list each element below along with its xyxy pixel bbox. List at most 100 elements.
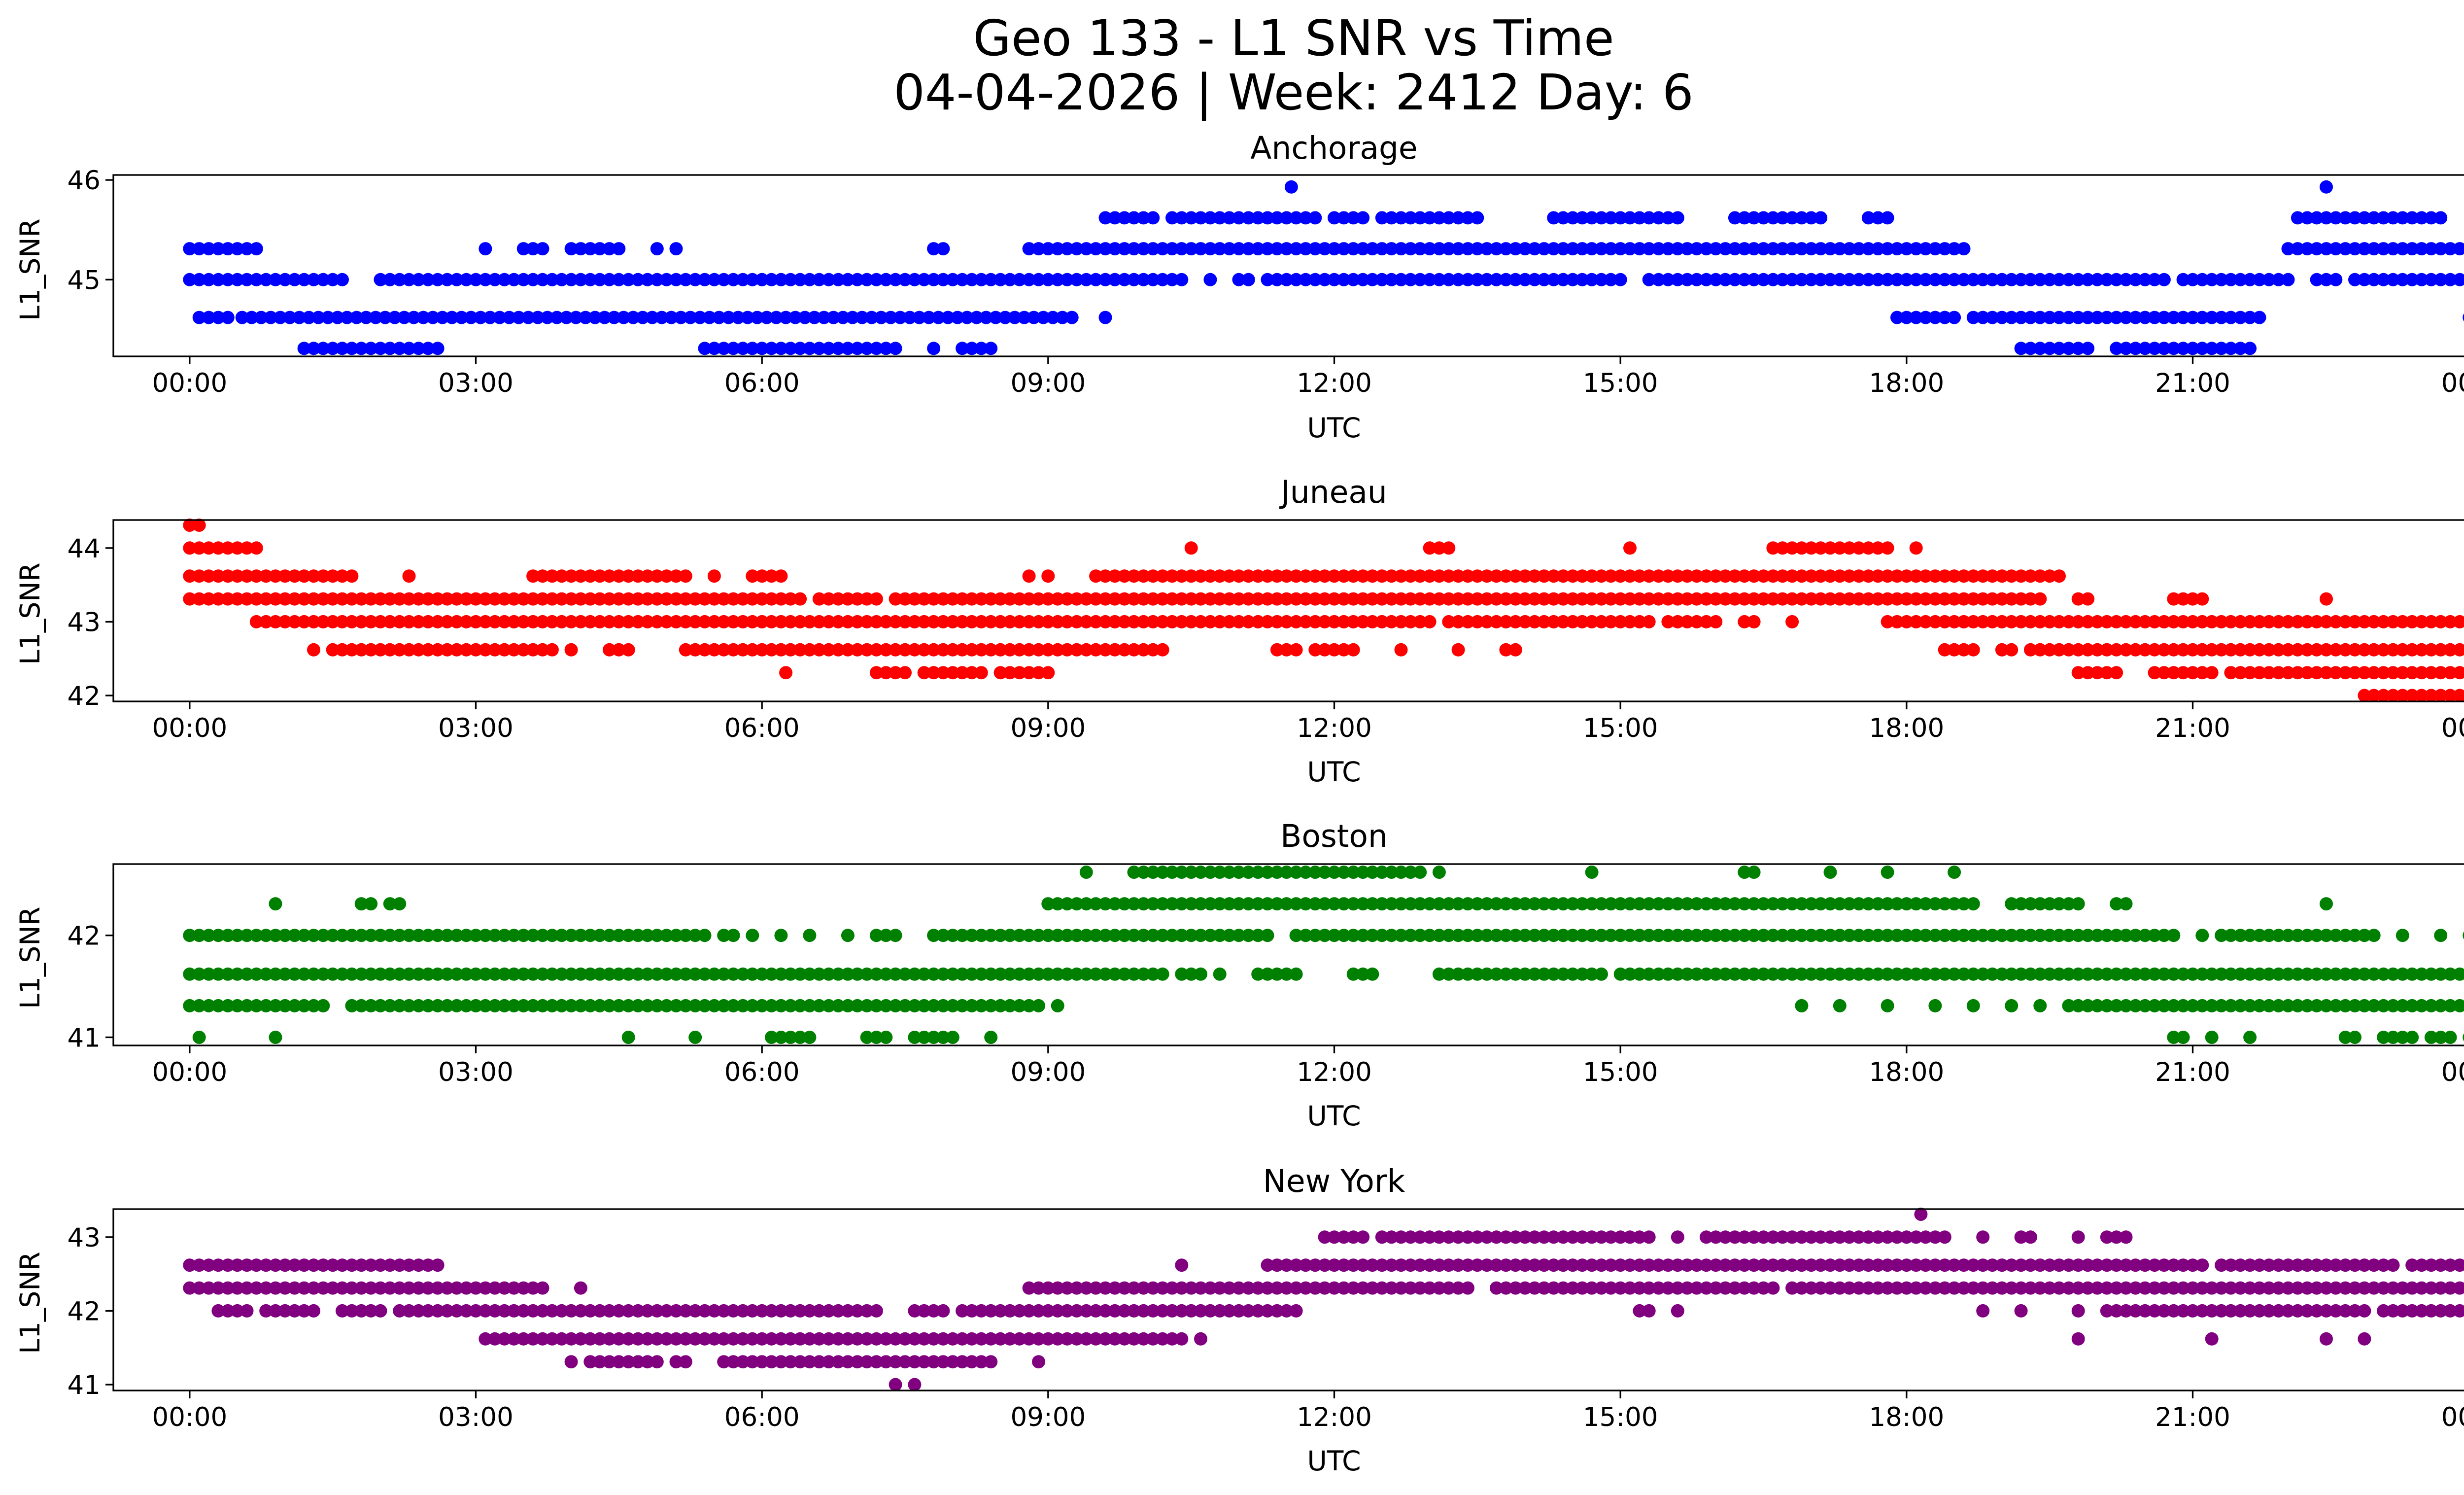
data-point: [1709, 897, 1723, 911]
data-point: [1508, 242, 1522, 256]
data-point: [860, 1031, 874, 1044]
data-point: [364, 929, 378, 942]
data-point: [2424, 689, 2438, 702]
data-point: [746, 999, 759, 1012]
data-point: [2176, 967, 2190, 981]
data-point: [1575, 592, 1589, 606]
data-point: [302, 311, 316, 324]
data-point: [1346, 866, 1360, 879]
data-point: [1270, 643, 1284, 657]
x-tick-label: 18:00: [1869, 1402, 1944, 1432]
data-point: [1547, 273, 1561, 286]
data-point: [1098, 1332, 1112, 1346]
data-point: [1346, 967, 1360, 981]
y-axis-label: L1_SNR: [14, 906, 46, 1008]
data-point: [1146, 1281, 1160, 1295]
data-point: [1585, 273, 1599, 286]
data-point: [1623, 541, 1637, 555]
data-point: [316, 342, 330, 355]
subplot-title: New York: [1263, 1163, 1405, 1199]
data-point: [865, 311, 879, 324]
data-point: [2348, 643, 2361, 657]
data-point: [402, 1281, 416, 1295]
data-point: [1852, 1258, 1866, 1272]
data-point: [1843, 897, 1856, 911]
data-point: [1022, 967, 1036, 981]
data-point: [1328, 1258, 1341, 1272]
data-point: [2053, 615, 2066, 628]
data-point: [1423, 929, 1437, 942]
data-point: [2062, 311, 2076, 324]
data-point: [1451, 592, 1465, 606]
data-point: [1423, 897, 1437, 911]
data-point: [1232, 1304, 1246, 1318]
data-point: [1938, 311, 1951, 324]
data-point: [1861, 897, 1875, 911]
data-point: [240, 569, 254, 583]
data-point: [621, 1304, 635, 1318]
data-point: [1585, 211, 1599, 225]
data-point: [1213, 615, 1227, 628]
data-point: [2358, 666, 2371, 680]
data-point: [2434, 1304, 2448, 1318]
data-point: [1013, 1332, 1027, 1346]
data-point: [2291, 1304, 2304, 1318]
data-point: [1223, 242, 1236, 256]
data-point: [803, 1355, 817, 1369]
data-point: [2014, 929, 2028, 942]
data-point: [2053, 311, 2066, 324]
data-point: [421, 929, 435, 942]
data-point: [1299, 592, 1312, 606]
data-point: [698, 592, 712, 606]
data-point: [240, 1304, 254, 1318]
data-point: [583, 967, 597, 981]
data-point: [1136, 897, 1150, 911]
data-point: [1757, 569, 1770, 583]
data-point: [555, 999, 569, 1012]
data-point: [2243, 929, 2257, 942]
data-point: [411, 967, 425, 981]
data-point: [2310, 1304, 2324, 1318]
data-point: [2205, 666, 2219, 680]
data-point: [1718, 242, 1732, 256]
data-point: [2424, 666, 2438, 680]
data-point: [1966, 569, 1980, 583]
data-point: [1156, 967, 1169, 981]
data-point: [650, 569, 664, 583]
data-point: [393, 929, 407, 942]
data-point: [1718, 967, 1732, 981]
subplot-new-york: New York L1_SNR UTC 00:00 03:00 06:00 09:00…: [14, 1163, 2464, 1477]
x-tick-label: 09:00: [1010, 1402, 1086, 1432]
data-point: [2224, 643, 2238, 657]
x-tick-label: 06:00: [724, 368, 800, 398]
data-point: [202, 569, 216, 583]
data-point: [1537, 1281, 1551, 1295]
data-point: [2377, 1258, 2391, 1272]
data-point: [1747, 211, 1761, 225]
data-point: [2195, 967, 2209, 981]
data-point: [1289, 866, 1303, 879]
data-point: [545, 273, 559, 286]
data-point: [1861, 211, 1875, 225]
data-point: [1184, 929, 1198, 942]
data-point: [2110, 643, 2123, 657]
data-point: [2253, 1281, 2266, 1295]
x-tick-label: 09:00: [1010, 1057, 1086, 1087]
data-point: [1070, 242, 1084, 256]
data-point: [1356, 929, 1370, 942]
data-point: [1251, 929, 1265, 942]
data-point: [2367, 999, 2381, 1012]
data-point: [1556, 592, 1570, 606]
data-point: [340, 311, 354, 324]
data-point: [192, 311, 206, 324]
data-point: [555, 592, 569, 606]
data-point: [2128, 1304, 2142, 1318]
data-point: [2071, 1304, 2085, 1318]
data-point: [726, 999, 740, 1012]
data-point: [2243, 273, 2257, 286]
data-point: [1518, 242, 1532, 256]
data-point: [1423, 1281, 1437, 1295]
data-point: [2348, 666, 2361, 680]
data-point: [278, 1281, 292, 1295]
data-point: [2071, 342, 2085, 355]
